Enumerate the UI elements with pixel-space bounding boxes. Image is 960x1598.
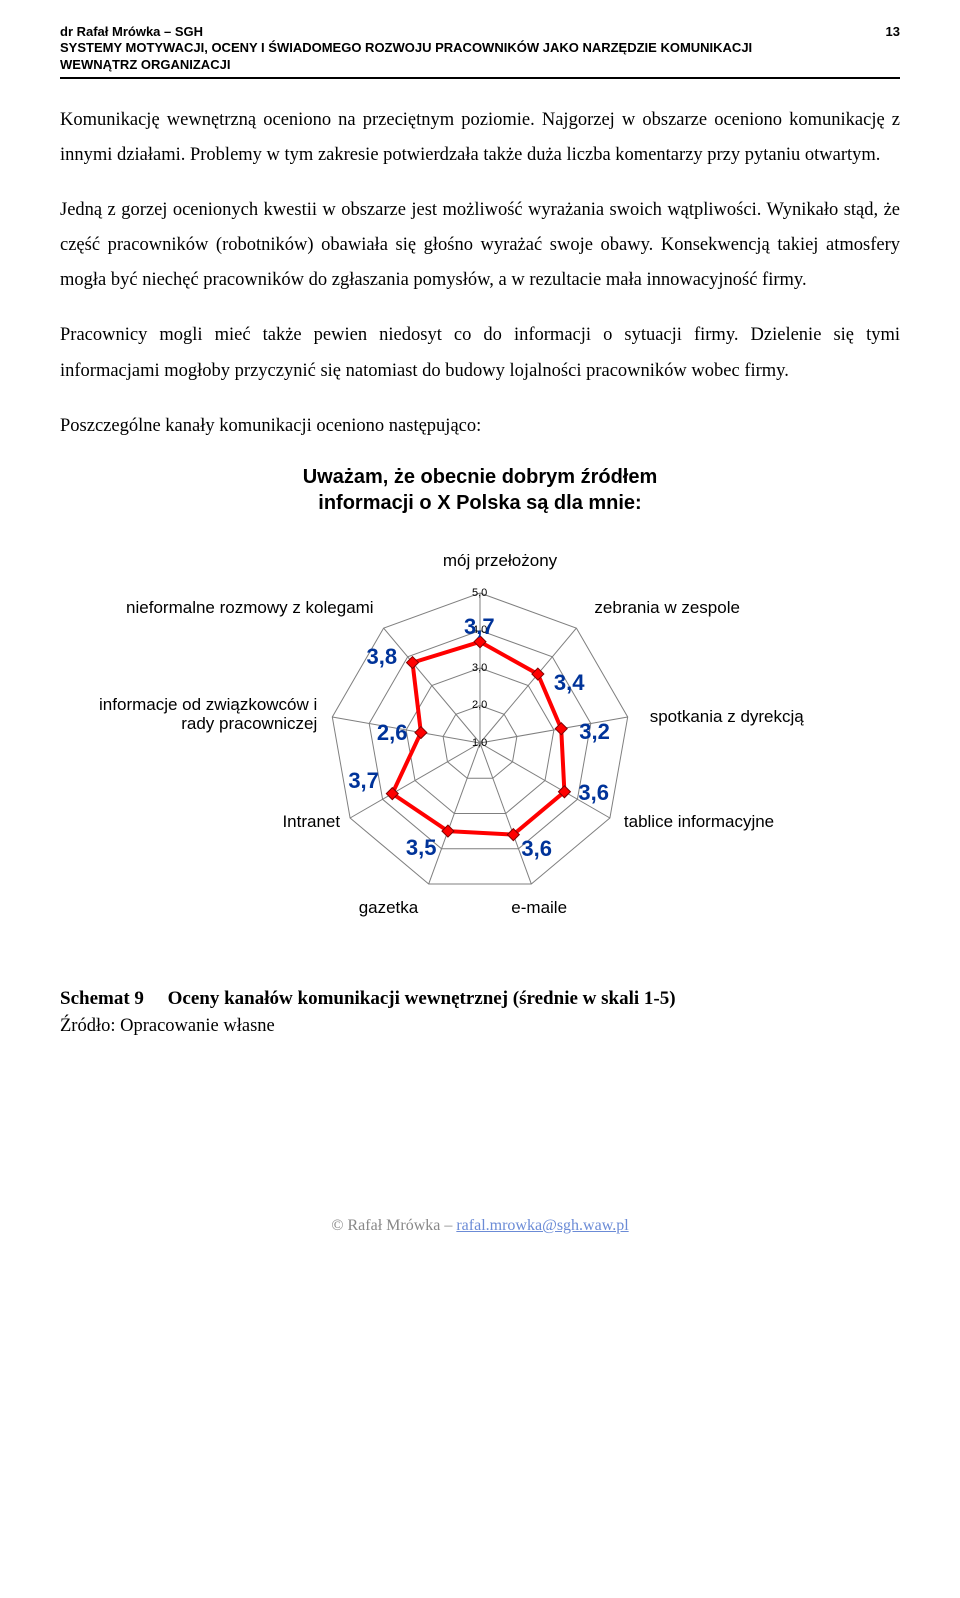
radar-axis-label: informacje od związkowców i rady pracown… bbox=[77, 695, 317, 734]
radar-chart: Uważam, że obecnie dobrym źródłem inform… bbox=[120, 464, 840, 968]
radar-axis-label: spotkania z dyrekcją bbox=[650, 707, 850, 727]
chart-title-line2: informacji o X Polska są dla mnie: bbox=[318, 492, 641, 514]
radar-tick: 1,0 bbox=[472, 737, 487, 749]
radar-value-label: 3,8 bbox=[367, 644, 398, 670]
figure-source: Źródło: Opracowanie własne bbox=[60, 1016, 900, 1037]
radar-axis-label: Intranet bbox=[260, 812, 340, 832]
radar-tick: 5,0 bbox=[472, 587, 487, 599]
caption-text: Oceny kanałów komunikacji wewnętrznej (ś… bbox=[168, 988, 676, 1009]
figure-caption: Schemat 9 Oceny kanałów komunikacji wewn… bbox=[60, 988, 900, 1010]
radar-value-label: 3,6 bbox=[578, 780, 609, 806]
header-author: dr Rafał Mrówka – SGH bbox=[60, 24, 900, 40]
radar-axis-label: nieformalne rozmowy z kolegami bbox=[104, 598, 374, 618]
radar-axis-label: tablice informacyjne bbox=[624, 812, 824, 832]
chart-title-line1: Uważam, że obecnie dobrym źródłem bbox=[303, 466, 658, 488]
footer-copyright: © Rafał Mrówka – bbox=[331, 1217, 456, 1234]
page-footer: © Rafał Mrówka – rafal.mrowka@sgh.waw.pl bbox=[60, 1217, 900, 1235]
radar-value-label: 3,7 bbox=[464, 614, 495, 640]
radar-value-label: 3,7 bbox=[348, 768, 379, 794]
radar-tick: 2,0 bbox=[472, 699, 487, 711]
radar-value-label: 2,6 bbox=[377, 720, 408, 746]
page-header: dr Rafał Mrówka – SGH SYSTEMY MOTYWACJI,… bbox=[60, 24, 900, 79]
radar-axis-label: mój przełożony bbox=[420, 551, 580, 571]
radar-axis-label: e-maile bbox=[511, 898, 631, 918]
radar-value-label: 3,6 bbox=[521, 836, 552, 862]
chart-title: Uważam, że obecnie dobrym źródłem inform… bbox=[120, 464, 840, 516]
footer-email-link[interactable]: rafal.mrowka@sgh.waw.pl bbox=[456, 1217, 628, 1234]
page-number: 13 bbox=[886, 24, 900, 40]
radar-value-label: 3,5 bbox=[406, 835, 437, 861]
body-text: Komunikację wewnętrzną oceniono na przec… bbox=[60, 103, 900, 444]
radar-value-label: 3,4 bbox=[554, 670, 585, 696]
radar-value-label: 3,2 bbox=[579, 719, 610, 745]
paragraph-4: Poszczególne kanały komunikacji oceniono… bbox=[60, 409, 900, 444]
caption-number: Schemat 9 bbox=[60, 988, 144, 1009]
header-title-2: WEWNĄTRZ ORGANIZACJI bbox=[60, 57, 900, 73]
radar-axis-label: zebrania w zespole bbox=[594, 598, 794, 618]
radar-plot-area: 1,02,03,04,05,0mój przełożony3,7zebrania… bbox=[120, 528, 840, 968]
radar-axis-label: gazetka bbox=[359, 898, 479, 918]
paragraph-3: Pracownicy mogli mieć także pewien niedo… bbox=[60, 318, 900, 388]
paragraph-2: Jedną z gorzej ocenionych kwestii w obsz… bbox=[60, 193, 900, 298]
paragraph-1: Komunikację wewnętrzną oceniono na przec… bbox=[60, 103, 900, 173]
header-title-1: SYSTEMY MOTYWACJI, OCENY I ŚWIADOMEGO RO… bbox=[60, 40, 900, 56]
radar-tick: 3,0 bbox=[472, 662, 487, 674]
